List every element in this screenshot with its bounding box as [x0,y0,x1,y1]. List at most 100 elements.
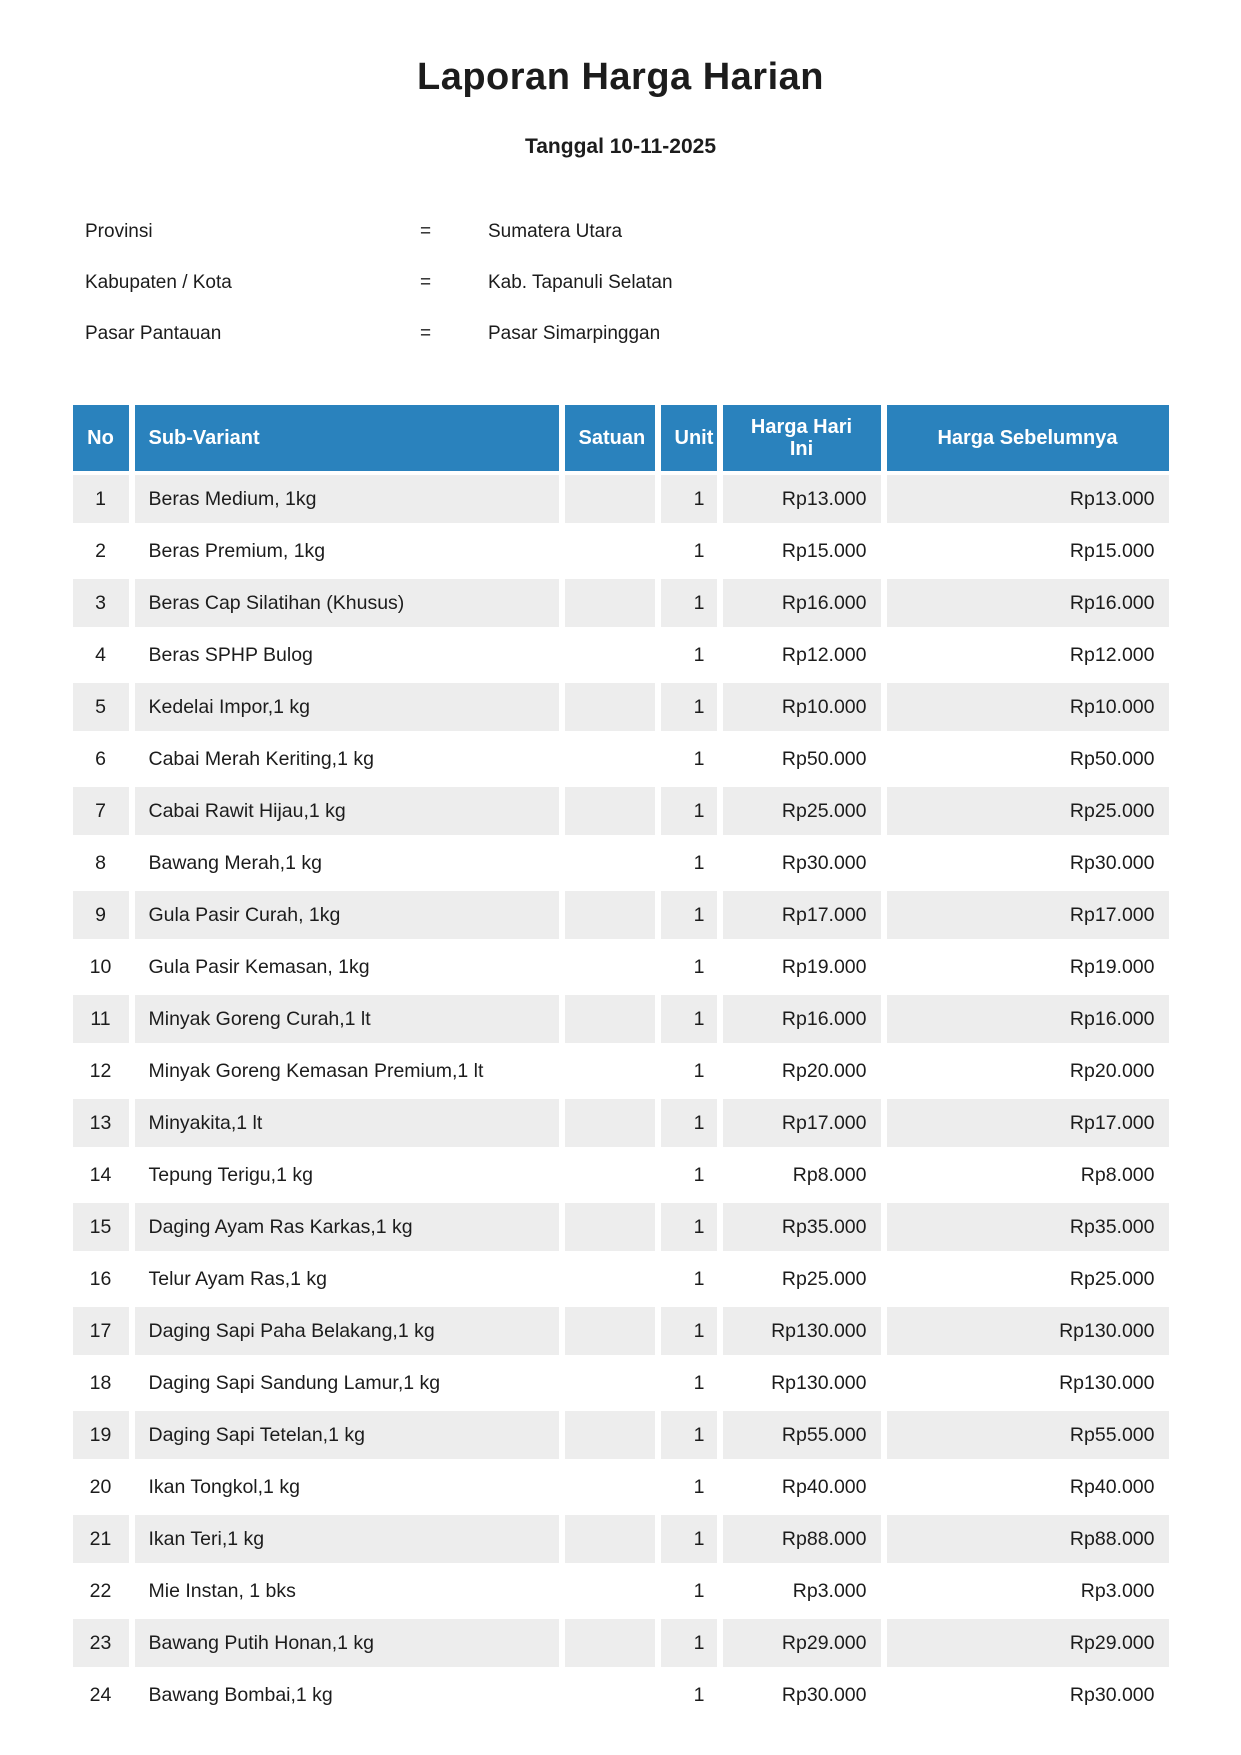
cell-satuan [564,579,655,627]
cell-no: 9 [72,891,129,939]
cell-sub-variant: Daging Ayam Ras Karkas,1 kg [134,1203,559,1251]
cell-satuan [565,839,655,887]
equals-sign: = [420,323,432,344]
cell-no: 17 [72,1307,129,1355]
cell-unit: 1 [660,579,717,627]
cell-harga-sebelumnya: Rp40.000 [1069,1476,1155,1498]
cell-no: 11 [72,995,129,1043]
cell-sub-variant: Minyak Goreng Curah,1 lt [134,995,559,1043]
table-row: 2 Beras Premium, 1kg 1 Rp15.000 Rp15.000 [73,527,1169,575]
cell-sub-variant: Bawang Merah,1 kg [148,852,322,874]
table-row: 6 Cabai Merah Keriting,1 kg 1 Rp50.000 R… [73,735,1169,783]
meta-row-provinsi: Provinsi = Sumatera Utara [85,221,1241,272]
cell-harga-sebelumnya: Rp10.000 [886,683,1169,731]
cell-unit: 1 [660,995,717,1043]
table-row: 18 Daging Sapi Sandung Lamur,1 kg 1 Rp13… [73,1359,1169,1407]
cell-harga-sebelumnya: Rp19.000 [1069,956,1155,978]
cell-sub-variant: Ikan Tongkol,1 kg [148,1476,300,1498]
cell-unit: 1 [693,1060,705,1082]
cell-harga-hari-ini: Rp8.000 [792,1164,867,1186]
table-row: 9 Gula Pasir Curah, 1kg 1 Rp17.000 Rp17.… [72,891,1169,939]
cell-harga-hari-ini: Rp3.000 [792,1580,867,1602]
cell-harga-sebelumnya: Rp16.000 [886,995,1169,1043]
table-row: 24 Bawang Bombai,1 kg 1 Rp30.000 Rp30.00… [73,1671,1169,1719]
cell-unit: 1 [693,1684,705,1706]
cell-satuan [565,1359,655,1407]
cell-harga-hari-ini: Rp88.000 [722,1515,881,1563]
cell-harga-sebelumnya: Rp20.000 [1069,1060,1155,1082]
table-row: 22 Mie Instan, 1 bks 1 Rp3.000 Rp3.000 [73,1567,1169,1615]
cell-harga-sebelumnya: Rp25.000 [1069,1268,1155,1290]
cell-satuan [565,527,655,575]
price-table-body: 1 Beras Medium, 1kg 1 Rp13.000 Rp13.000 … [72,475,1169,1719]
cell-unit: 1 [693,1372,705,1394]
cell-unit: 1 [660,1515,717,1563]
cell-satuan [565,631,655,679]
cell-harga-hari-ini: Rp19.000 [781,956,867,978]
cell-sub-variant: Cabai Rawit Hijau,1 kg [134,787,559,835]
report-date: Tanggal 10-11-2025 [524,135,717,158]
cell-harga-sebelumnya: Rp17.000 [886,1099,1169,1147]
column-header-no: No [72,405,129,471]
equals-sign: = [420,221,432,242]
cell-no: 16 [89,1268,112,1290]
cell-satuan [565,1151,655,1199]
cell-satuan [565,1463,655,1511]
cell-sub-variant: Beras SPHP Bulog [148,644,313,666]
cell-unit: 1 [660,475,717,523]
cell-sub-variant: Beras Medium, 1kg [134,475,559,523]
cell-sub-variant: Ikan Teri,1 kg [134,1515,559,1563]
cell-harga-sebelumnya: Rp130.000 [886,1307,1169,1355]
cell-harga-sebelumnya: Rp88.000 [886,1515,1169,1563]
cell-sub-variant: Tepung Terigu,1 kg [148,1164,313,1186]
cell-sub-variant: Bawang Bombai,1 kg [148,1684,333,1706]
cell-satuan [564,1203,655,1251]
table-row: 5 Kedelai Impor,1 kg 1 Rp10.000 Rp10.000 [72,683,1169,731]
cell-harga-sebelumnya: Rp3.000 [1080,1580,1155,1602]
table-row: 16 Telur Ayam Ras,1 kg 1 Rp25.000 Rp25.0… [73,1255,1169,1303]
cell-unit: 1 [660,787,717,835]
price-table-header: No Sub-Variant Satuan Unit Harga Hari In… [72,405,1169,471]
meta-value: Kab. Tapanuli Selatan [488,272,673,293]
cell-no: 18 [89,1372,112,1394]
cell-satuan [564,787,655,835]
cell-no: 21 [72,1515,129,1563]
cell-harga-hari-ini: Rp12.000 [781,644,867,666]
table-row: 15 Daging Ayam Ras Karkas,1 kg 1 Rp35.00… [72,1203,1169,1251]
price-table: No Sub-Variant Satuan Unit Harga Hari In… [67,401,1175,1723]
cell-harga-hari-ini: Rp130.000 [722,1307,881,1355]
meta-label: Provinsi [85,221,153,242]
table-row: 10 Gula Pasir Kemasan, 1kg 1 Rp19.000 Rp… [73,943,1169,991]
cell-harga-hari-ini: Rp13.000 [722,475,881,523]
cell-harga-sebelumnya: Rp16.000 [886,579,1169,627]
cell-no: 22 [89,1580,112,1602]
cell-satuan [564,891,655,939]
cell-unit: 1 [660,1203,717,1251]
table-row: 4 Beras SPHP Bulog 1 Rp12.000 Rp12.000 [73,631,1169,679]
cell-satuan [564,995,655,1043]
cell-unit: 1 [693,1268,705,1290]
table-row: 14 Tepung Terigu,1 kg 1 Rp8.000 Rp8.000 [73,1151,1169,1199]
table-row: 12 Minyak Goreng Kemasan Premium,1 lt 1 … [73,1047,1169,1095]
cell-no: 15 [72,1203,129,1251]
cell-sub-variant: Telur Ayam Ras,1 kg [148,1268,327,1290]
meta-row-pasar-pantauan: Pasar Pantauan = Pasar Simarpinggan [85,323,1241,374]
cell-satuan [565,735,655,783]
meta-label: Pasar Pantauan [85,323,222,344]
table-row: 11 Minyak Goreng Curah,1 lt 1 Rp16.000 R… [72,995,1169,1043]
cell-harga-hari-ini: Rp20.000 [781,1060,867,1082]
cell-sub-variant: Daging Sapi Tetelan,1 kg [134,1411,559,1459]
page-title: Laporan Harga Harian [417,56,824,98]
cell-no: 20 [89,1476,112,1498]
column-header-satuan: Satuan [564,405,655,471]
cell-satuan [564,683,655,731]
cell-unit: 1 [693,644,705,666]
table-row: 17 Daging Sapi Paha Belakang,1 kg 1 Rp13… [72,1307,1169,1355]
cell-harga-hari-ini: Rp29.000 [722,1619,881,1667]
cell-harga-sebelumnya: Rp50.000 [1069,748,1155,770]
cell-harga-sebelumnya: Rp29.000 [886,1619,1169,1667]
cell-satuan [565,1047,655,1095]
column-header-harga-hari-ini: Harga Hari Ini [722,405,881,471]
cell-sub-variant: Bawang Putih Honan,1 kg [134,1619,559,1667]
table-row: 3 Beras Cap Silatihan (Khusus) 1 Rp16.00… [72,579,1169,627]
